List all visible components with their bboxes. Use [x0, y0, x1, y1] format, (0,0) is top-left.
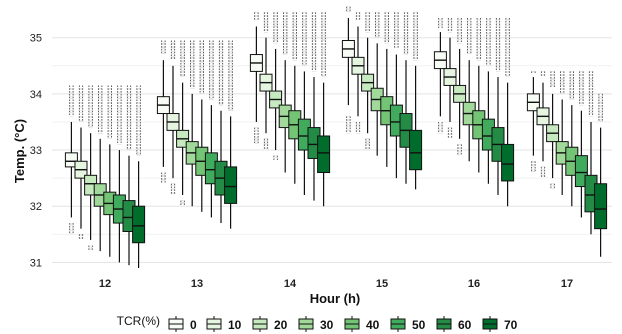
box-body [574, 155, 588, 188]
box [214, 40, 228, 224]
box [132, 85, 146, 268]
y-tick-label: 35 [30, 33, 42, 45]
box-body [501, 143, 515, 182]
box [574, 71, 588, 218]
box [122, 85, 136, 266]
x-tick-label: 16 [468, 278, 480, 290]
box [166, 40, 180, 195]
box [584, 71, 598, 235]
box [224, 40, 238, 229]
box [64, 85, 78, 235]
legend-label: 10 [228, 318, 242, 332]
legend-label: 60 [458, 318, 472, 332]
x-tick-label: 17 [561, 278, 573, 290]
series-0 [64, 6, 540, 235]
box [453, 18, 467, 156]
box [288, 12, 302, 184]
legend-label: 0 [190, 318, 197, 332]
box-body [594, 183, 608, 230]
box [297, 12, 311, 195]
box [546, 71, 560, 190]
box [93, 85, 107, 252]
legend-item: 40 [344, 316, 380, 332]
box [594, 93, 608, 257]
box [278, 12, 292, 173]
box [462, 18, 476, 162]
y-tick-label: 32 [30, 201, 42, 213]
box-body [64, 152, 78, 168]
box [195, 40, 209, 212]
box [501, 18, 515, 207]
box [176, 40, 190, 207]
box [341, 6, 355, 134]
box [361, 12, 375, 151]
x-tick-label: 15 [376, 278, 388, 290]
legend-label: 40 [366, 318, 380, 332]
box [269, 12, 283, 162]
series-20 [84, 12, 560, 252]
legend-item: 60 [436, 316, 472, 332]
box [74, 85, 88, 240]
y-axis-ticks: 31 32 33 34 35 [30, 33, 42, 270]
box [84, 85, 98, 252]
series-60 [122, 12, 598, 266]
legend-item: 20 [252, 316, 288, 332]
legend-item: 50 [390, 316, 426, 332]
box [536, 71, 550, 179]
series-10 [74, 12, 550, 240]
x-axis-ticks: 12 13 14 15 16 17 [99, 278, 573, 290]
box [472, 18, 486, 173]
legend-label: 50 [412, 318, 426, 332]
box [317, 12, 331, 207]
box [351, 12, 365, 134]
box [443, 18, 457, 139]
box [103, 85, 117, 257]
series-70 [132, 12, 608, 268]
box-body [317, 135, 331, 174]
legend-item: 0 [168, 316, 197, 332]
box-series [64, 6, 608, 268]
box [491, 18, 505, 195]
box [370, 12, 384, 156]
x-tick-label: 13 [191, 278, 203, 290]
box [204, 40, 218, 218]
legend-label: 70 [504, 318, 518, 332]
box [185, 40, 199, 207]
box [112, 85, 126, 263]
box [565, 71, 579, 207]
y-tick-label: 34 [30, 89, 42, 101]
legend-item: 30 [298, 316, 334, 332]
box [156, 40, 170, 184]
box-body [224, 166, 238, 204]
box [380, 12, 394, 167]
x-tick-label: 14 [284, 278, 297, 290]
series-30 [93, 12, 569, 252]
legend-label: 20 [274, 318, 288, 332]
box-body [132, 205, 146, 244]
grid-lines [52, 37, 612, 263]
box [249, 12, 263, 145]
box-body [409, 129, 423, 171]
box [409, 12, 423, 190]
y-tick-label: 33 [30, 145, 42, 157]
y-axis-title: Temp. (°C) [12, 119, 27, 183]
box [259, 12, 273, 151]
x-axis-title: Hour (h) [310, 291, 361, 306]
box [433, 18, 447, 134]
legend: TCR(%) 0 10 20 30 40 50 60 70 [117, 314, 518, 332]
x-tick-label: 12 [99, 278, 111, 290]
legend-item: 10 [206, 316, 242, 332]
legend-item: 70 [482, 316, 518, 332]
legend-title: TCR(%) [117, 314, 160, 328]
y-tick-label: 31 [30, 257, 42, 269]
series-50 [112, 12, 588, 263]
series-40 [103, 12, 579, 257]
box [526, 71, 540, 173]
legend-label: 30 [320, 318, 334, 332]
